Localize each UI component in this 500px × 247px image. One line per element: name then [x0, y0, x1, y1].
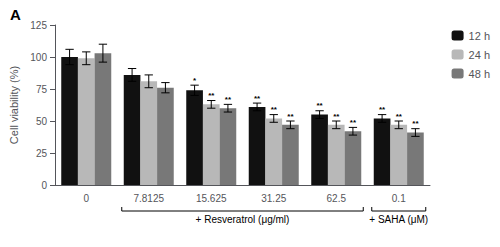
- svg-text:**: **: [225, 95, 232, 104]
- svg-text:**: **: [412, 119, 419, 128]
- svg-text:*: *: [193, 76, 197, 85]
- svg-text:Cell viability (%): Cell viability (%): [8, 66, 20, 144]
- svg-text:125: 125: [30, 20, 47, 31]
- svg-text:75: 75: [36, 84, 48, 95]
- svg-text:**: **: [208, 91, 215, 100]
- svg-text:A: A: [10, 6, 21, 23]
- svg-text:**: **: [396, 112, 403, 121]
- svg-text:100: 100: [30, 52, 47, 63]
- svg-text:0.1: 0.1: [392, 193, 406, 204]
- svg-text:0: 0: [41, 180, 47, 191]
- svg-text:25: 25: [36, 148, 48, 159]
- svg-text:15.625: 15.625: [196, 193, 227, 204]
- svg-text:**: **: [254, 94, 261, 103]
- svg-text:**: **: [379, 105, 386, 114]
- svg-text:48 h: 48 h: [469, 68, 490, 80]
- svg-text:7.8125: 7.8125: [133, 193, 164, 204]
- svg-text:+ Resveratrol (μg/ml): + Resveratrol (μg/ml): [196, 214, 290, 225]
- svg-text:0: 0: [83, 193, 89, 204]
- svg-text:12 h: 12 h: [469, 30, 490, 42]
- svg-text:62.5: 62.5: [327, 193, 347, 204]
- svg-text:+ SAHA (μM): + SAHA (μM): [369, 214, 428, 225]
- svg-text:**: **: [333, 112, 340, 121]
- svg-text:**: **: [316, 101, 323, 110]
- svg-text:**: **: [350, 118, 357, 127]
- svg-text:50: 50: [36, 116, 48, 127]
- svg-text:**: **: [287, 112, 294, 121]
- svg-text:**: **: [271, 105, 278, 114]
- svg-text:31.25: 31.25: [261, 193, 286, 204]
- svg-text:24 h: 24 h: [469, 49, 490, 61]
